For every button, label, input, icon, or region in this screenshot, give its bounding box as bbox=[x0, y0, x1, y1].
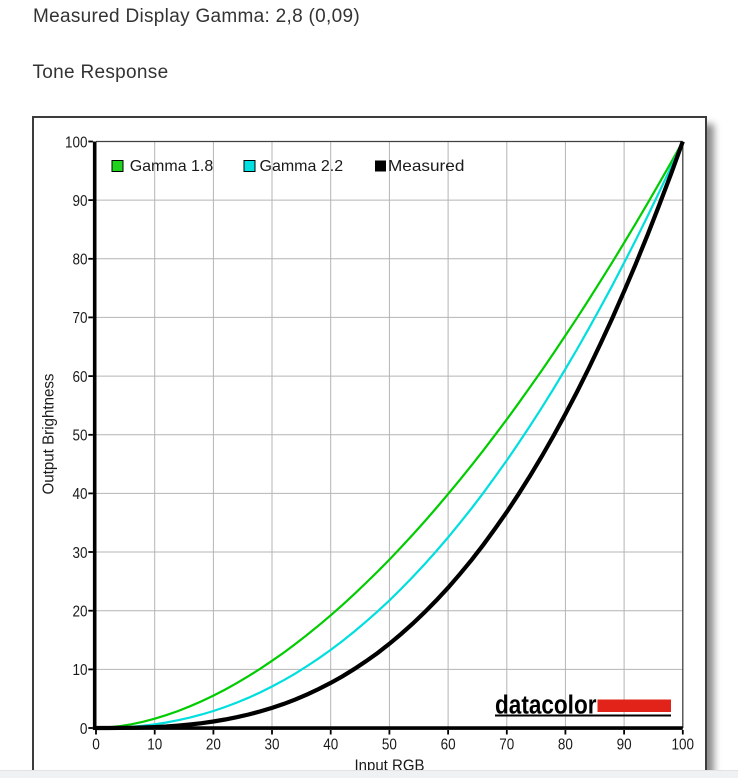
svg-text:100: 100 bbox=[65, 134, 88, 151]
svg-text:Gamma 2.2: Gamma 2.2 bbox=[260, 158, 344, 175]
svg-text:20: 20 bbox=[206, 737, 221, 754]
svg-text:10: 10 bbox=[73, 662, 88, 679]
svg-text:70: 70 bbox=[73, 310, 88, 327]
svg-text:60: 60 bbox=[441, 737, 456, 754]
svg-text:Measured: Measured bbox=[388, 158, 464, 175]
svg-text:30: 30 bbox=[73, 545, 88, 562]
svg-text:50: 50 bbox=[382, 737, 397, 754]
svg-text:80: 80 bbox=[558, 737, 573, 754]
svg-text:70: 70 bbox=[499, 737, 514, 754]
svg-text:10: 10 bbox=[147, 737, 162, 754]
svg-text:100: 100 bbox=[672, 737, 695, 754]
svg-text:60: 60 bbox=[73, 369, 88, 386]
svg-text:0: 0 bbox=[80, 721, 88, 738]
svg-text:20: 20 bbox=[73, 604, 88, 621]
svg-text:40: 40 bbox=[73, 486, 88, 503]
svg-text:Output Brightness: Output Brightness bbox=[41, 374, 58, 495]
svg-text:0: 0 bbox=[92, 737, 100, 754]
svg-text:90: 90 bbox=[73, 193, 88, 210]
svg-text:Gamma 1.8: Gamma 1.8 bbox=[130, 158, 214, 175]
svg-text:40: 40 bbox=[323, 737, 338, 754]
svg-text:90: 90 bbox=[617, 737, 632, 754]
svg-text:80: 80 bbox=[73, 252, 88, 269]
svg-text:30: 30 bbox=[265, 737, 280, 754]
svg-text:50: 50 bbox=[73, 428, 88, 445]
